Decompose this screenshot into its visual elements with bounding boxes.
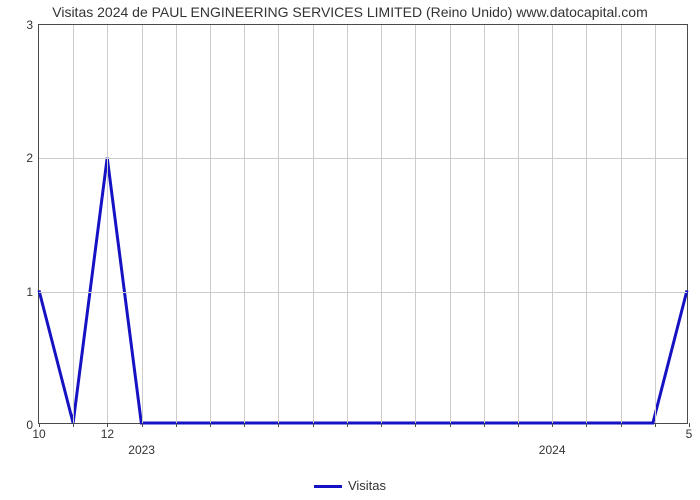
x-axis-label: 12 xyxy=(101,427,114,441)
data-line xyxy=(39,158,687,423)
y-axis-label: 2 xyxy=(26,151,33,165)
x-axis-minor-tick xyxy=(586,423,587,427)
grid-line-vertical xyxy=(176,25,177,423)
x-axis-year-label: 2023 xyxy=(128,443,155,457)
x-axis-minor-tick xyxy=(278,423,279,427)
grid-line-vertical xyxy=(450,25,451,423)
x-axis-label: 5 xyxy=(686,427,693,441)
x-axis-minor-tick xyxy=(450,423,451,427)
x-axis-year-label: 2024 xyxy=(539,443,566,457)
x-axis-minor-tick xyxy=(415,423,416,427)
grid-line-vertical xyxy=(142,25,143,423)
x-axis-minor-tick xyxy=(347,423,348,427)
grid-line-vertical xyxy=(210,25,211,423)
line-chart-svg xyxy=(39,25,687,423)
y-axis-label: 1 xyxy=(26,285,33,299)
chart-container: Visitas 2024 de PAUL ENGINEERING SERVICE… xyxy=(0,0,700,500)
grid-line-vertical xyxy=(552,25,553,423)
legend-label: Visitas xyxy=(348,478,386,493)
grid-line-vertical xyxy=(415,25,416,423)
x-axis-minor-tick xyxy=(655,423,656,427)
grid-line-vertical xyxy=(586,25,587,423)
legend-swatch xyxy=(314,485,342,488)
y-axis-label: 3 xyxy=(26,18,33,32)
grid-line-vertical xyxy=(381,25,382,423)
grid-line-horizontal xyxy=(39,158,687,159)
x-axis-minor-tick xyxy=(484,423,485,427)
x-axis-minor-tick xyxy=(552,423,553,427)
grid-line-vertical xyxy=(107,25,108,423)
chart-title: Visitas 2024 de PAUL ENGINEERING SERVICE… xyxy=(0,4,700,20)
grid-line-vertical xyxy=(655,25,656,423)
grid-line-horizontal xyxy=(39,292,687,293)
x-axis-minor-tick xyxy=(244,423,245,427)
x-axis-minor-tick xyxy=(381,423,382,427)
x-axis-minor-tick xyxy=(621,423,622,427)
grid-line-vertical xyxy=(518,25,519,423)
x-axis-label: 10 xyxy=(32,427,45,441)
grid-line-vertical xyxy=(244,25,245,423)
x-axis-minor-tick xyxy=(210,423,211,427)
x-axis-minor-tick xyxy=(73,423,74,427)
grid-line-vertical xyxy=(621,25,622,423)
grid-line-vertical xyxy=(484,25,485,423)
grid-line-vertical xyxy=(313,25,314,423)
x-axis-minor-tick xyxy=(313,423,314,427)
x-axis-minor-tick xyxy=(518,423,519,427)
x-axis-minor-tick xyxy=(176,423,177,427)
grid-line-vertical xyxy=(73,25,74,423)
x-axis-minor-tick xyxy=(142,423,143,427)
grid-line-vertical xyxy=(278,25,279,423)
plot-area: 01231012520232024 xyxy=(38,24,688,424)
grid-line-vertical xyxy=(347,25,348,423)
legend: Visitas xyxy=(0,478,700,493)
